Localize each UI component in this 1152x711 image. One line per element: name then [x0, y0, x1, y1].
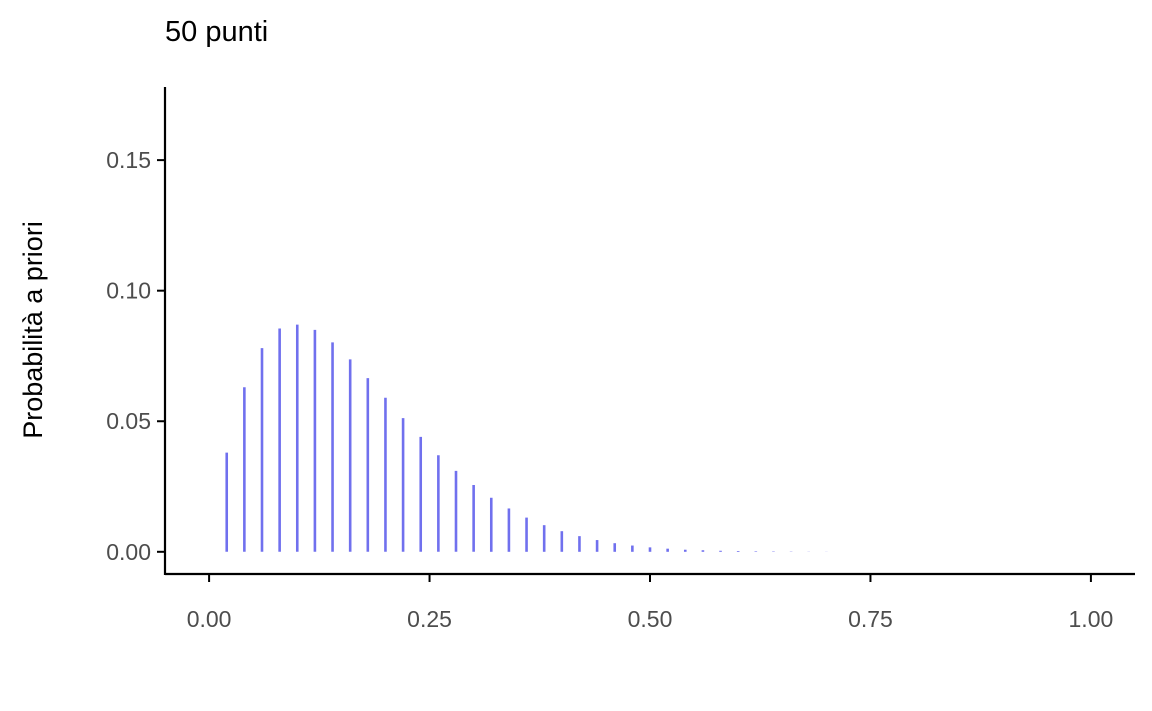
x-ticks-group: 0.00 0.25 0.50 0.75 1.00 [187, 574, 1114, 632]
y-ticks-group: 0.00 0.05 0.10 0.15 [106, 147, 165, 565]
y-tick-label: 0.00 [106, 539, 151, 565]
x-tick-label: 1.00 [1069, 606, 1114, 632]
x-tick-label: 0.50 [628, 606, 673, 632]
bars-group [225, 324, 828, 552]
y-tick-label: 0.05 [106, 408, 151, 434]
y-tick-label: 0.15 [106, 147, 151, 173]
x-tick-label: 0.25 [407, 606, 452, 632]
chart-title: 50 punti [165, 16, 268, 48]
y-tick-label: 0.10 [106, 278, 151, 304]
x-tick-label: 0.00 [187, 606, 232, 632]
y-axis-title: Probabilità a priori [18, 221, 48, 439]
x-tick-label: 0.75 [848, 606, 893, 632]
